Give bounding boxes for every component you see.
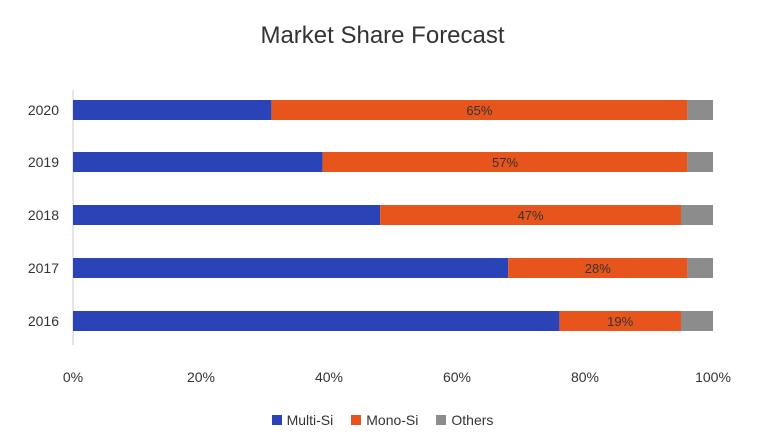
y-tick-label: 2019 [28, 154, 59, 170]
bar-mono-si-2019 [322, 152, 688, 172]
data-label: 28% [585, 261, 611, 276]
y-tick-label: 2020 [28, 102, 59, 118]
bar-others-2016 [681, 311, 713, 331]
legend-swatch [351, 415, 362, 425]
legend-item: Multi-Si [271, 412, 334, 428]
legend-item: Mono-Si [351, 412, 418, 428]
bar-others-2019 [687, 152, 713, 172]
legend-label: Mono-Si [366, 412, 419, 428]
legend-swatch [271, 415, 282, 425]
x-tick-label: 60% [443, 369, 471, 385]
bar-mono-si-2018 [380, 205, 681, 225]
y-tick-label: 2017 [28, 260, 59, 276]
bar-others-2018 [681, 205, 713, 225]
legend: Multi-Si Mono-Si Others [0, 412, 765, 428]
chart-title: Market Share Forecast [260, 22, 505, 49]
y-tick-label: 2016 [28, 313, 59, 329]
bar-mono-si-2017 [508, 258, 688, 278]
x-tick-label: 20% [187, 369, 215, 385]
legend-item: Others [436, 412, 493, 428]
x-tick-label: 0% [63, 369, 83, 385]
bar-multi-si-2020 [73, 100, 272, 120]
bar-multi-si-2016 [73, 311, 560, 331]
bar-mono-si-2016 [559, 311, 681, 331]
bar-others-2020 [687, 100, 713, 120]
data-label: 57% [492, 155, 518, 170]
bar-mono-si-2020 [271, 100, 688, 120]
y-tick-label: 2018 [28, 207, 59, 223]
x-tick-label: 80% [571, 369, 599, 385]
bar-multi-si-2017 [73, 258, 509, 278]
bar-multi-si-2018 [73, 205, 381, 225]
legend-label: Others [451, 412, 494, 428]
bar-multi-si-2019 [73, 152, 323, 172]
legend-label: Multi-Si [286, 412, 334, 428]
x-tick-label: 40% [315, 369, 343, 385]
data-label: 19% [607, 314, 633, 329]
data-label: 47% [518, 208, 544, 223]
bar-others-2017 [687, 258, 713, 278]
legend-swatch [436, 415, 447, 425]
data-label: 65% [466, 103, 492, 118]
x-tick-label: 100% [695, 369, 731, 385]
